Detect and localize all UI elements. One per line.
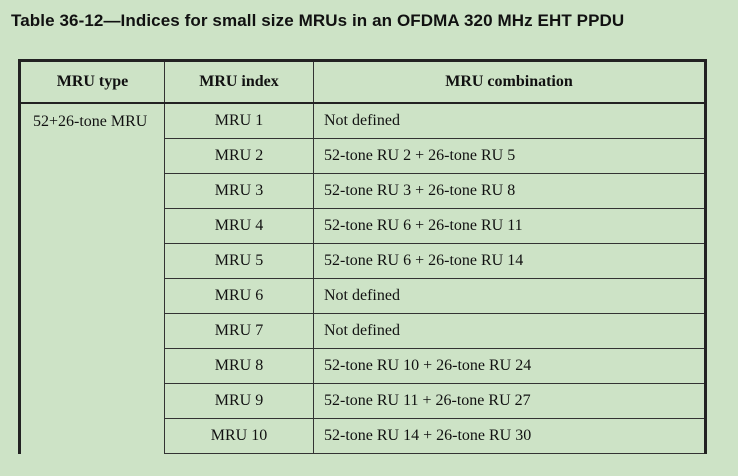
table-row: MRU 5 52-tone RU 6 + 26-tone RU 14 — [20, 243, 707, 279]
table-row: MRU 7 Not defined — [20, 313, 707, 349]
mru-combination-cell: 52-tone RU 6 + 26-tone RU 11 — [313, 208, 707, 244]
mru-index-cell: MRU 10 — [164, 418, 314, 454]
table-row: MRU 9 52-tone RU 11 + 26-tone RU 27 — [20, 383, 707, 419]
mru-index-cell: MRU 9 — [164, 383, 314, 419]
mru-combination-cell: Not defined — [313, 103, 707, 139]
header-mru-combination: MRU combination — [313, 59, 707, 104]
table-row: MRU 6 Not defined — [20, 278, 707, 314]
mru-combination-cell: 52-tone RU 11 + 26-tone RU 27 — [313, 383, 707, 419]
table-row: 52+26-tone MRU MRU 1 Not defined — [18, 103, 707, 454]
table-row: MRU 8 52-tone RU 10 + 26-tone RU 24 — [20, 348, 707, 384]
header-mru-type: MRU type — [18, 59, 165, 104]
mru-type-cell: 52+26-tone MRU — [18, 103, 165, 454]
table-header-row: MRU type MRU index MRU combination — [18, 59, 707, 104]
header-mru-index: MRU index — [164, 59, 314, 104]
mru-index-cell: MRU 3 — [164, 173, 314, 209]
mru-index-cell: MRU 8 — [164, 348, 314, 384]
mru-combination-cell: 52-tone RU 14 + 26-tone RU 30 — [313, 418, 707, 454]
mru-index-cell: MRU 4 — [164, 208, 314, 244]
mru-combination-cell: 52-tone RU 2 + 26-tone RU 5 — [313, 138, 707, 174]
table-row: MRU 2 52-tone RU 2 + 26-tone RU 5 — [20, 138, 707, 174]
table-row: MRU 3 52-tone RU 3 + 26-tone RU 8 — [20, 173, 707, 209]
mru-index-cell: MRU 1 — [164, 103, 314, 139]
mru-index-table: MRU type MRU index MRU combination 52+26… — [18, 59, 707, 454]
mru-combination-cell: 52-tone RU 10 + 26-tone RU 24 — [313, 348, 707, 384]
mru-combination-cell: 52-tone RU 6 + 26-tone RU 14 — [313, 243, 707, 279]
table-caption: Table 36-12—Indices for small size MRUs … — [11, 11, 625, 30]
mru-combination-cell: Not defined — [313, 278, 707, 314]
mru-combination-cell: 52-tone RU 3 + 26-tone RU 8 — [313, 173, 707, 209]
mru-combination-cell: Not defined — [313, 313, 707, 349]
mru-index-cell: MRU 6 — [164, 278, 314, 314]
table-row: MRU 10 52-tone RU 14 + 26-tone RU 30 — [20, 418, 707, 454]
mru-index-cell: MRU 2 — [164, 138, 314, 174]
table-row: MRU 4 52-tone RU 6 + 26-tone RU 11 — [20, 208, 707, 244]
mru-index-cell: MRU 5 — [164, 243, 314, 279]
mru-index-cell: MRU 7 — [164, 313, 314, 349]
